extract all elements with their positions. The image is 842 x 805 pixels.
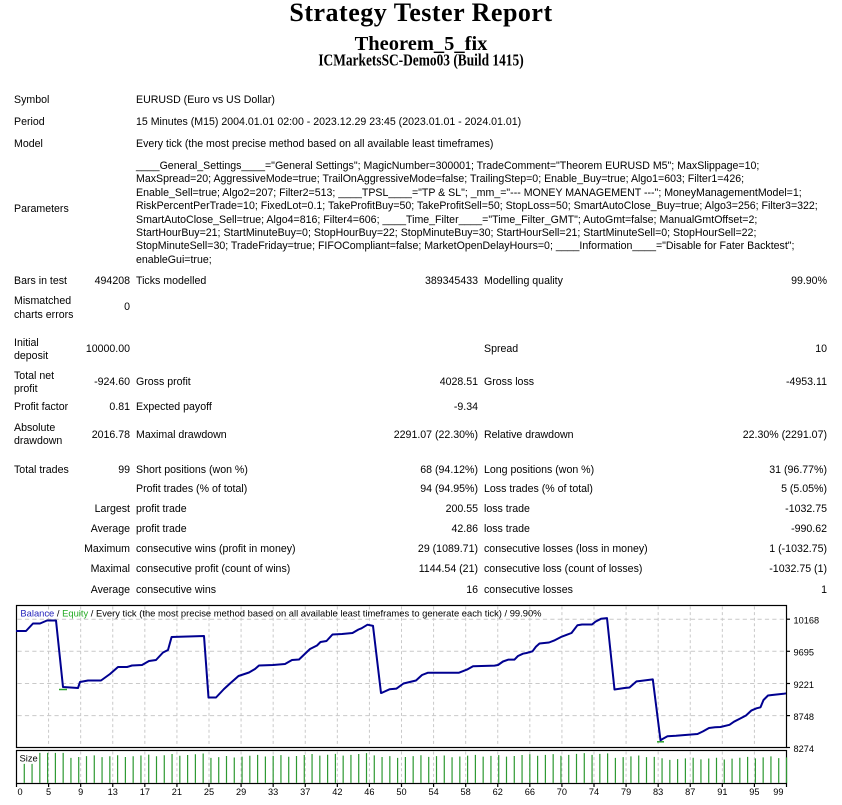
svg-text:66: 66: [525, 787, 535, 797]
svg-text:58: 58: [461, 787, 471, 797]
svg-text:29: 29: [236, 787, 246, 797]
svg-text:50: 50: [396, 787, 406, 797]
svg-text:Balance / Equity / Every tick: Balance / Equity / Every tick (the most …: [20, 607, 541, 618]
svg-text:91: 91: [717, 787, 727, 797]
svg-text:74: 74: [589, 787, 599, 797]
svg-text:10168: 10168: [794, 616, 820, 626]
svg-text:9221: 9221: [794, 680, 814, 690]
svg-text:8748: 8748: [794, 712, 814, 722]
svg-text:13: 13: [108, 787, 118, 797]
svg-text:5: 5: [46, 787, 51, 797]
svg-text:33: 33: [268, 787, 278, 797]
svg-text:8274: 8274: [794, 744, 814, 754]
svg-text:42: 42: [332, 787, 342, 797]
svg-text:37: 37: [300, 787, 310, 797]
svg-text:21: 21: [172, 787, 182, 797]
svg-text:17: 17: [140, 787, 150, 797]
svg-text:99: 99: [773, 787, 783, 797]
svg-text:0: 0: [18, 787, 23, 797]
svg-text:62: 62: [493, 787, 503, 797]
svg-text:9: 9: [78, 787, 83, 797]
svg-text:Size: Size: [20, 753, 38, 764]
svg-text:54: 54: [428, 787, 438, 797]
svg-text:95: 95: [749, 787, 759, 797]
svg-text:25: 25: [204, 787, 214, 797]
svg-text:46: 46: [364, 787, 374, 797]
svg-text:9695: 9695: [794, 648, 814, 658]
svg-text:70: 70: [557, 787, 567, 797]
svg-text:83: 83: [653, 787, 663, 797]
svg-text:79: 79: [621, 787, 631, 797]
svg-text:87: 87: [685, 787, 695, 797]
